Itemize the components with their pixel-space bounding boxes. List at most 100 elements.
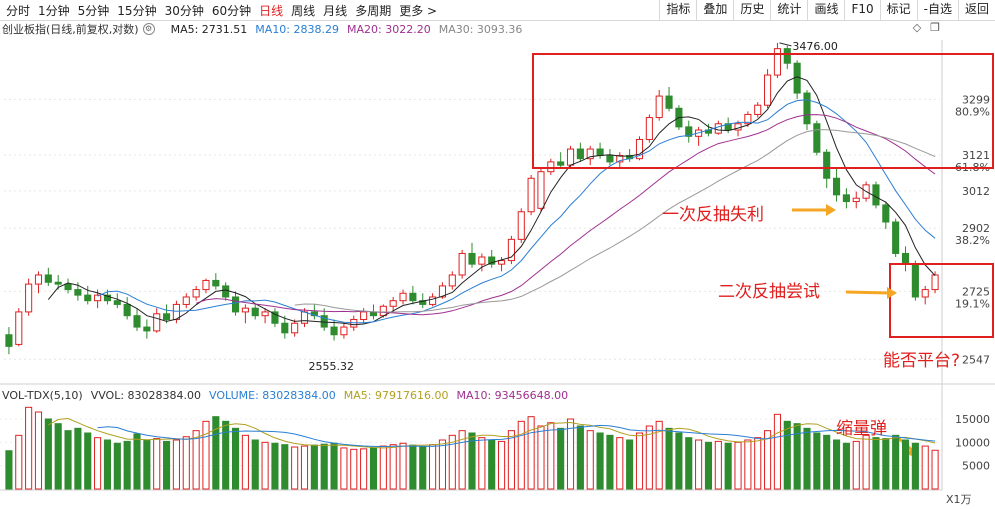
volume-bar (350, 448, 358, 490)
volume-bar (399, 442, 407, 490)
tab-timeframe-10[interactable]: 更多 > (399, 3, 438, 18)
volume-bar (931, 449, 939, 490)
price-tick-label: 2547 (962, 353, 990, 366)
volume-bar (84, 432, 92, 490)
volume-bar (74, 427, 82, 490)
candle-down (320, 315, 328, 328)
candle-down (892, 221, 900, 254)
volume-bar (783, 420, 791, 490)
tab-timeframe-6[interactable]: 日线 (259, 3, 284, 18)
candle-up (655, 95, 663, 119)
tool-button-7[interactable]: -自选 (916, 0, 958, 20)
tab-timeframe-3[interactable]: 15分钟 (117, 3, 157, 18)
volume-bar (123, 440, 131, 490)
tab-timeframe-0[interactable]: 分时 (6, 3, 31, 18)
volume-bar (34, 411, 43, 490)
candle-down (103, 294, 112, 302)
candle-up (340, 326, 348, 336)
volume-bar (537, 425, 545, 490)
volume-bar (44, 418, 52, 490)
platform-annotation: 能否平台? (883, 351, 961, 371)
vol-ma5-label: MA5: 97917616.00 (343, 388, 449, 402)
volume-bar (261, 441, 269, 490)
ma20-label: MA20: 3022.20 (347, 22, 431, 36)
settings-circle-icon[interactable]: ⚙ (142, 23, 155, 35)
volume-label: VOLUME: 83028384.00 (209, 388, 336, 402)
tool-button-5[interactable]: F10 (844, 0, 879, 20)
price-legend: 创业板指(日线,前复权,对数) ⚙ MA5: 2731.51 MA10: 283… (2, 21, 530, 37)
tab-timeframe-7[interactable]: 周线 (291, 3, 316, 18)
volume-bar (635, 432, 644, 490)
candle-down (832, 177, 841, 196)
candle-down (872, 184, 880, 206)
candle-up (566, 148, 575, 166)
tool-button-1[interactable]: 叠加 (696, 0, 733, 20)
window-icon[interactable]: ❐ (930, 21, 940, 34)
volume-bar (192, 430, 200, 490)
candle-down (54, 281, 62, 285)
candle-down (468, 252, 476, 265)
candle-down (576, 148, 584, 160)
volume-bar (94, 437, 102, 490)
high-label: 3476.00 (792, 40, 838, 53)
volume-bar (616, 437, 624, 490)
volume-bar (773, 413, 781, 490)
ma10-label: MA10: 2838.29 (255, 22, 339, 36)
volume-bar (852, 440, 860, 490)
volume-bar (281, 444, 289, 490)
candle-up (360, 311, 368, 320)
volume-bar (320, 443, 328, 490)
tab-timeframe-4[interactable]: 30分钟 (164, 3, 204, 18)
candle-down (84, 294, 92, 302)
tab-timeframe-5[interactable]: 60分钟 (211, 3, 252, 18)
volume-bar (419, 446, 427, 490)
volume-bar (369, 447, 378, 490)
volume-bar (901, 439, 910, 490)
volume-bar (360, 448, 368, 490)
tab-timeframe-8[interactable]: 月线 (323, 3, 348, 18)
volume-bar (547, 422, 555, 490)
index-name: 创业板指(日线,前复权,对数) (2, 23, 139, 36)
tool-button-0[interactable]: 指标 (659, 0, 696, 20)
tool-button-8[interactable]: 返回 (957, 0, 995, 20)
candle-up (498, 260, 506, 265)
candle-up (438, 285, 446, 298)
tab-timeframe-9[interactable]: 多周期 (355, 3, 392, 18)
candle-down (901, 252, 910, 265)
tool-button-2[interactable]: 历史 (733, 0, 770, 20)
diamond-icon[interactable]: ◇ (912, 21, 922, 34)
volume-bar (202, 420, 210, 490)
volume-bar (429, 444, 437, 490)
volume-bar (300, 445, 309, 490)
volume-bar (468, 432, 476, 490)
candle-down (813, 123, 821, 153)
candle-down (606, 154, 614, 163)
candle-down (133, 315, 141, 328)
volume-bar (478, 437, 486, 490)
candle-down (64, 283, 72, 291)
tool-button-3[interactable]: 统计 (770, 0, 807, 20)
volume-bar (172, 439, 180, 490)
tab-timeframe-1[interactable]: 1分钟 (38, 3, 70, 18)
candle-down (911, 263, 919, 298)
timeframe-tabs: 分时 1分钟 5分钟 15分钟 30分钟 60分钟 日线 周线 月线 多周期 更多 > (2, 1, 441, 19)
platform-box (889, 263, 994, 338)
tab-timeframe-2[interactable]: 5分钟 (77, 3, 110, 18)
volume-bar (793, 423, 801, 490)
candle-up (261, 311, 269, 317)
ma10-line (97, 99, 936, 324)
toolbar-tools: 指标 叠加 历史 统计 画线 F10 标记 -自选 返回 (659, 0, 995, 20)
rebound1-arrow-head (826, 204, 836, 216)
tool-button-4[interactable]: 画线 (807, 0, 844, 20)
candle-down (143, 326, 151, 332)
tool-button-6[interactable]: 标记 (879, 0, 917, 20)
chart-corner-icons: ◇ ❐ (911, 22, 941, 34)
candle-up (852, 197, 860, 203)
candle-down (44, 274, 52, 283)
volume-bar (330, 442, 338, 490)
candle-down (783, 48, 791, 64)
volume-bar (527, 416, 535, 490)
volume-bar (645, 425, 653, 490)
volume-bar (271, 442, 279, 490)
